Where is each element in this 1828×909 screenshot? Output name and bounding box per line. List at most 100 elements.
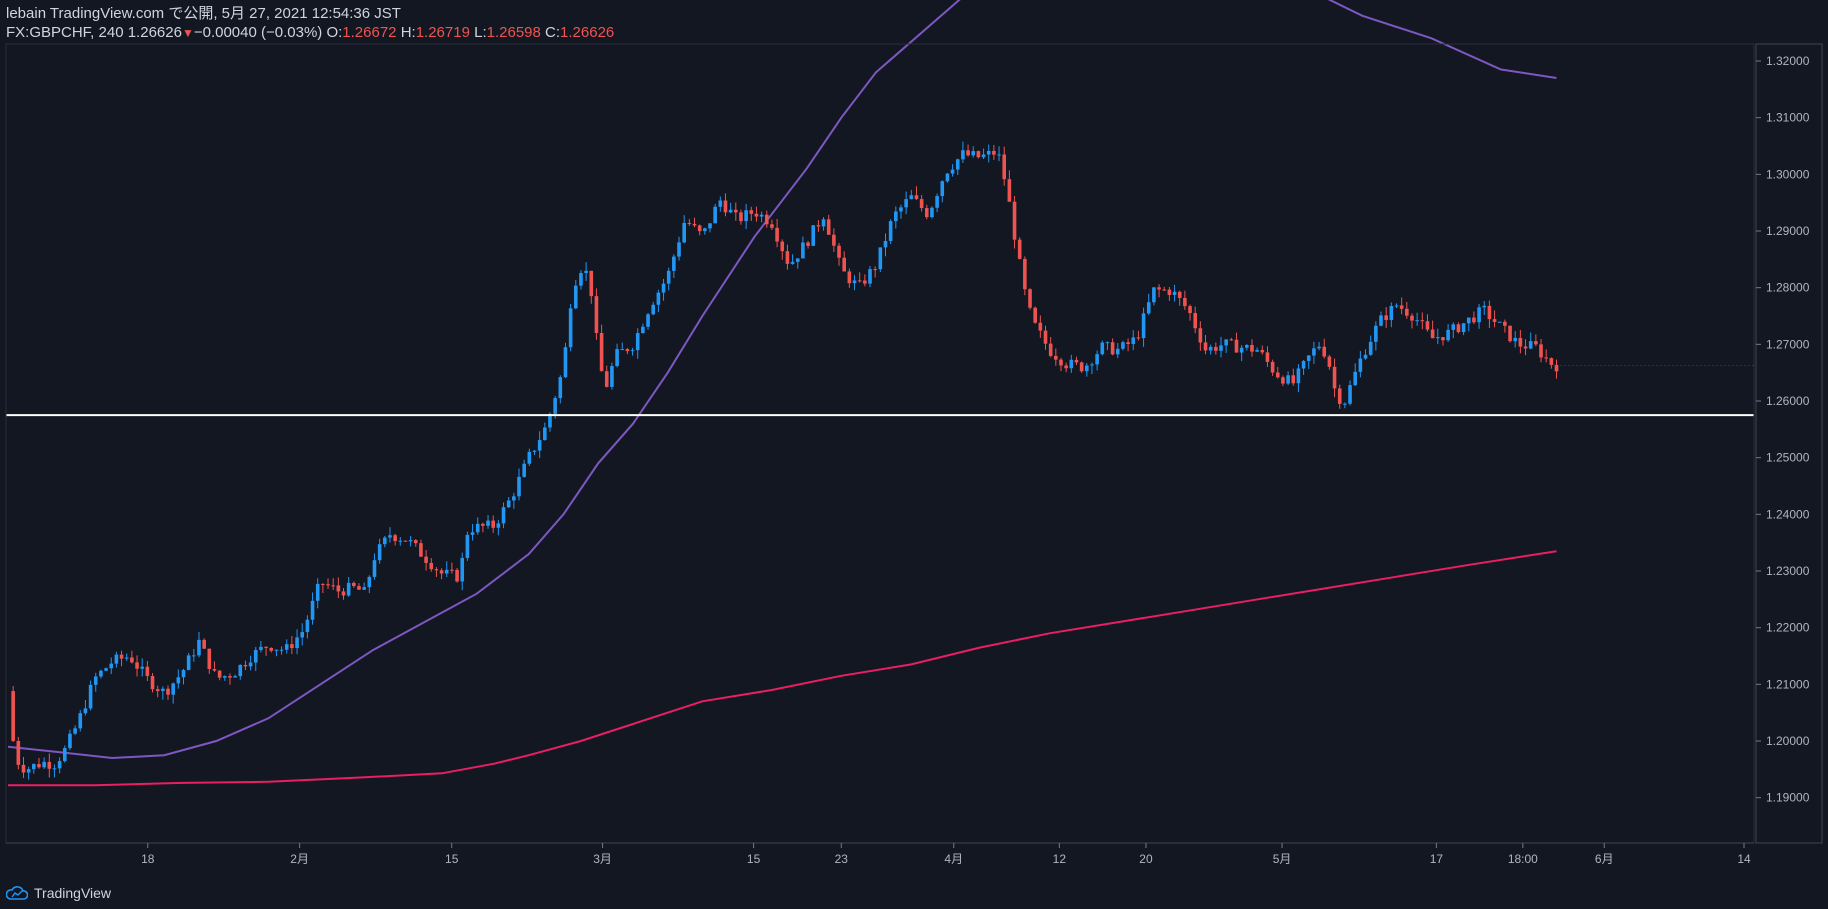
candle-body	[398, 540, 403, 542]
candles	[11, 141, 1559, 780]
chart-header: lebain TradingView.com で公開, 5月 27, 2021 …	[6, 4, 614, 43]
candle-body	[1363, 354, 1368, 359]
candle-body	[558, 377, 563, 399]
candle-body	[630, 350, 635, 352]
candle-body	[1002, 154, 1007, 180]
candle-body	[1219, 345, 1223, 351]
candle-body	[424, 556, 428, 563]
candle-body	[145, 666, 150, 676]
y-tick-label: 1.19000	[1766, 791, 1810, 805]
candle-body	[914, 195, 919, 200]
candle-body	[1296, 368, 1301, 384]
candle-body	[961, 150, 965, 160]
candle-body	[909, 195, 914, 200]
candle-body	[192, 655, 196, 657]
candle-body	[181, 669, 186, 678]
candle-body	[641, 326, 645, 334]
candle-body	[388, 535, 392, 538]
candle-body	[1214, 346, 1218, 351]
down-triangle-icon: ▼	[181, 26, 194, 40]
candle-body	[460, 557, 465, 582]
candle-body	[228, 676, 232, 678]
candle-body	[852, 280, 857, 284]
candle-body	[1193, 313, 1197, 329]
candle-body	[888, 221, 893, 241]
candle-body	[832, 234, 836, 246]
candle-body	[1188, 306, 1192, 314]
candle-body	[1399, 305, 1404, 309]
candle-body	[1472, 317, 1476, 323]
x-tick-label: 14	[1737, 852, 1751, 866]
candle-body	[274, 649, 279, 651]
candle-body	[1379, 315, 1383, 326]
footer-brand[interactable]: TradingView	[6, 885, 111, 901]
candle-body	[321, 583, 325, 585]
candle-body	[315, 583, 320, 601]
candle-body	[749, 210, 754, 214]
candle-body	[233, 676, 237, 678]
candle-body	[78, 713, 83, 729]
candle-body	[537, 440, 542, 451]
candle-body	[790, 261, 795, 264]
candle-body	[1017, 239, 1022, 259]
candle-body	[1317, 346, 1321, 349]
candle-body	[1023, 258, 1027, 290]
candle-body	[269, 647, 274, 651]
candle-body	[666, 270, 671, 284]
candle-body	[166, 688, 170, 695]
candle-body	[403, 540, 408, 542]
candle-body	[341, 591, 346, 596]
x-tick-label: 23	[835, 852, 849, 866]
candle-body	[119, 654, 124, 659]
candle-body	[651, 304, 656, 315]
candle-body	[310, 600, 315, 620]
candle-body	[1146, 302, 1151, 314]
candle-body	[986, 150, 991, 155]
candle-body	[837, 245, 841, 258]
candle-body	[589, 270, 594, 297]
candle-body	[992, 150, 996, 155]
x-tick-label: 15	[445, 852, 459, 866]
candle-body	[238, 664, 243, 677]
y-tick-label: 1.20000	[1766, 734, 1810, 748]
candle-body	[1110, 342, 1115, 355]
y-tick-label: 1.25000	[1766, 451, 1810, 465]
candle-body	[971, 151, 976, 156]
candle-body	[352, 582, 356, 587]
candle-body	[785, 251, 790, 264]
candle-body	[883, 240, 888, 248]
candle-body	[130, 657, 134, 663]
candle-body	[1136, 337, 1141, 339]
candle-body	[1100, 342, 1105, 355]
candle-body	[1446, 329, 1450, 341]
candle-body	[1208, 346, 1213, 351]
candle-body	[1224, 339, 1228, 346]
candle-body	[863, 280, 867, 284]
candle-body	[331, 585, 335, 587]
candle-body	[1121, 342, 1125, 349]
axes: 1.32000 1.31000 1.30000 1.29000 1.28000 1.270…	[5, 43, 1823, 866]
candle-body	[1492, 319, 1497, 322]
x-tick-label: 20	[1139, 852, 1153, 866]
candle-body	[677, 242, 681, 257]
candle-body	[1430, 329, 1435, 339]
symbol-label[interactable]: FX:GBPCHF, 240	[6, 24, 124, 41]
y-tick-label: 1.26000	[1766, 394, 1810, 408]
candle-body	[367, 576, 372, 588]
candle-body	[754, 213, 759, 217]
price-axis[interactable]	[1755, 43, 1823, 844]
candle-body	[135, 662, 139, 669]
candle-body	[1141, 313, 1146, 339]
candle-body	[155, 689, 160, 692]
candle-body	[362, 587, 366, 590]
candle-body	[764, 214, 769, 225]
candle-body	[419, 543, 423, 557]
x-tick-label: 2月	[290, 852, 309, 866]
candle-body	[506, 500, 511, 508]
candle-body	[775, 227, 779, 242]
candle-body	[42, 761, 46, 768]
candle-body	[1162, 289, 1167, 291]
candle-body	[73, 728, 77, 734]
candle-body	[1518, 337, 1523, 347]
